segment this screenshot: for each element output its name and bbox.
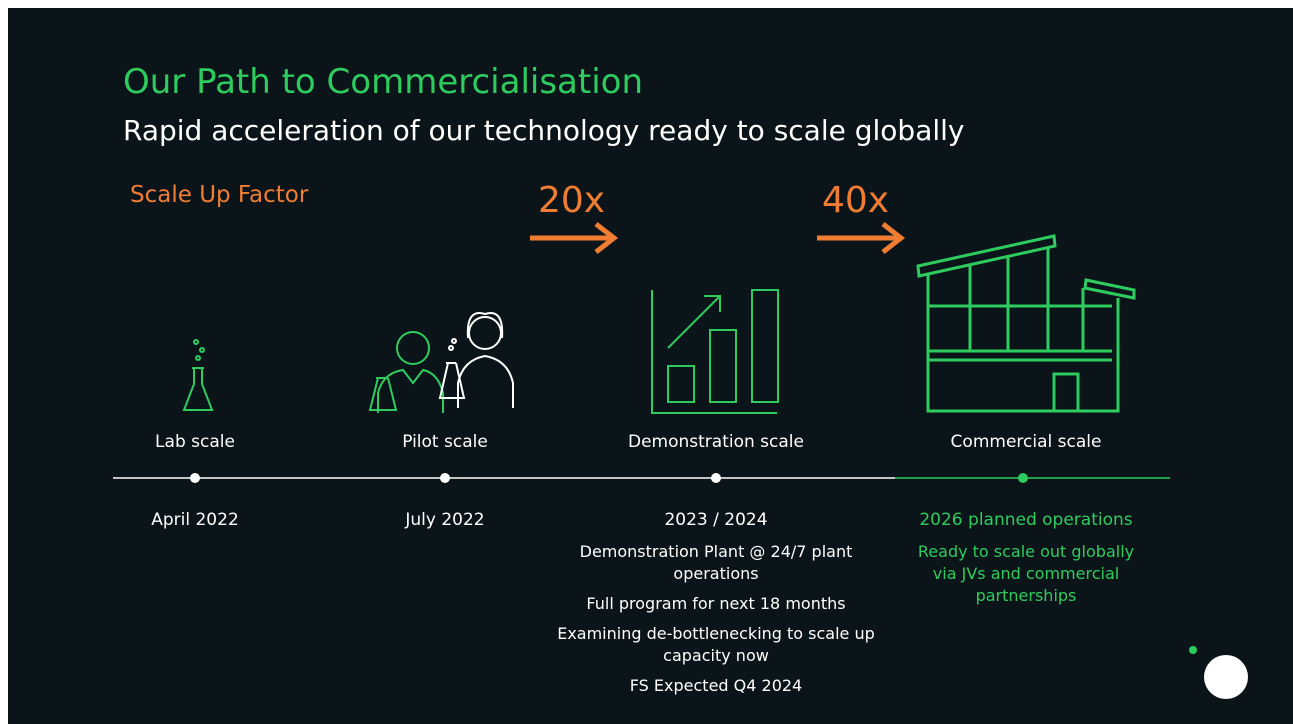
stage-date: 2026 planned operations [919, 510, 1133, 530]
scale-label: Scale Up Factor [130, 182, 309, 208]
stage-label: Demonstration scale [628, 432, 804, 452]
milestone-dot [440, 473, 450, 483]
notes: Demonstration Plant @ 24/7 plant operati… [556, 541, 876, 705]
logo-dot [1189, 646, 1197, 654]
stage-date: 2023 / 2024 [664, 510, 768, 530]
flask-icon [182, 339, 214, 411]
slide: Our Path to Commercialisation Rapid acce… [8, 8, 1293, 724]
logo-circle [1204, 655, 1248, 699]
note: Ready to scale out globally via JVs and … [917, 542, 1135, 605]
note: Full program for next 18 months [586, 594, 846, 613]
stage-label: Pilot scale [402, 432, 488, 452]
notes: Ready to scale out globally via JVs and … [906, 541, 1146, 615]
arrows [530, 222, 906, 254]
subtitle: Rapid acceleration of our technology rea… [123, 114, 965, 147]
note: Demonstration Plant @ 24/7 plant operati… [579, 542, 853, 583]
stage-date: April 2022 [151, 510, 239, 530]
note: Examining de-bottlenecking to scale up c… [557, 624, 875, 665]
factor: 20x [538, 180, 606, 221]
milestone-dot [1018, 473, 1028, 483]
title: Our Path to Commercialisation [123, 62, 644, 102]
chart-icon [651, 289, 779, 414]
stage-label: Commercial scale [950, 432, 1102, 452]
milestone-dot [190, 473, 200, 483]
pilot-icon [368, 312, 514, 413]
factory-icon [916, 234, 1136, 413]
note: FS Expected Q4 2024 [629, 676, 803, 695]
stage-date: July 2022 [405, 510, 485, 530]
milestone-dot [711, 473, 721, 483]
graphics [113, 222, 1248, 699]
stage-label: Lab scale [155, 432, 235, 452]
factor: 40x [822, 180, 890, 221]
